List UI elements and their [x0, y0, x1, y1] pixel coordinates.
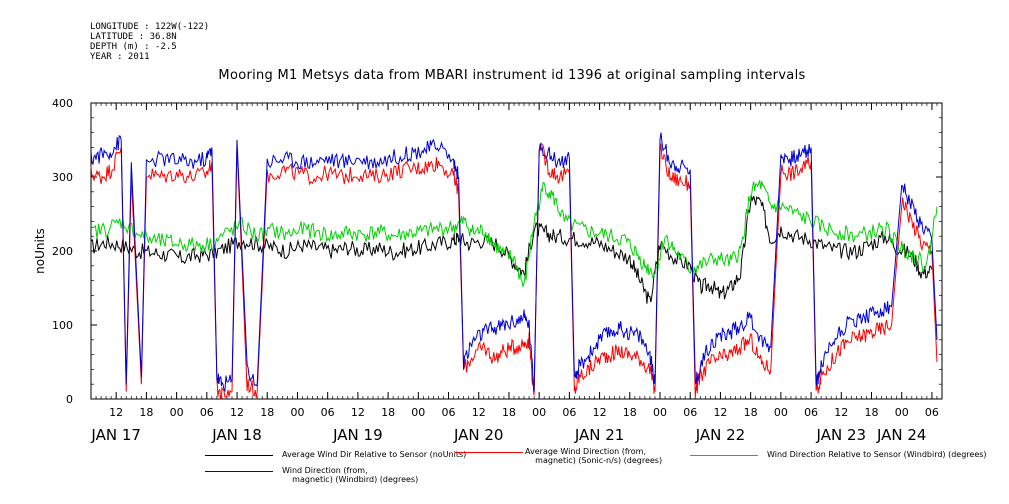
depth-text: DEPTH (m) : -2.5	[90, 42, 177, 52]
x-tick-label: 00	[774, 406, 788, 419]
x-tick-label: 00	[653, 406, 667, 419]
x-tick-label: 12	[109, 406, 123, 419]
y-tick-label: 100	[52, 319, 73, 332]
x-day-label: JAN 23	[816, 426, 867, 444]
x-tick-label: 18	[623, 406, 637, 419]
series-line-2	[90, 180, 938, 287]
x-day-label: JAN 20	[453, 426, 504, 444]
x-tick-label: 00	[532, 406, 546, 419]
x-tick-label: 12	[593, 406, 607, 419]
year-text: YEAR : 2011	[90, 52, 150, 62]
x-day-label: JAN 24	[876, 426, 927, 444]
x-tick-label: 00	[290, 406, 304, 419]
x-tick-label: 18	[502, 406, 516, 419]
legend-swatch-3	[205, 471, 273, 472]
legend-label-3: Wind Direction (from, magnetic) (Windbir…	[282, 466, 419, 484]
y-tick-label: 400	[52, 97, 73, 110]
x-day-label: JAN 17	[90, 426, 141, 444]
x-tick-label: 06	[200, 406, 214, 419]
y-tick-label: 0	[66, 393, 73, 406]
x-tick-label: 00	[411, 406, 425, 419]
x-tick-label: 18	[744, 406, 758, 419]
x-tick-label: 12	[230, 406, 244, 419]
y-tick-label: 300	[52, 171, 73, 184]
series-line-3	[90, 132, 938, 393]
series-line-0	[90, 195, 933, 304]
x-tick-label: 18	[260, 406, 274, 419]
x-tick-label: 06	[442, 406, 456, 419]
x-day-label: JAN 22	[695, 426, 746, 444]
metadata-block: LONGITUDE : 122W(-122) LATITUDE : 36.8N …	[90, 22, 209, 62]
legend-label-2: Wind Direction Relative to Sensor (Windb…	[767, 450, 987, 459]
x-tick-label: 12	[713, 406, 727, 419]
legend-swatch-0	[205, 455, 273, 456]
x-tick-label: 06	[683, 406, 697, 419]
x-tick-label: 18	[865, 406, 879, 419]
y-tick-label: 200	[52, 245, 73, 258]
y-axis-label: noUnits	[33, 228, 47, 274]
x-tick-label: 06	[321, 406, 335, 419]
x-tick-label: 00	[895, 406, 909, 419]
latitude-text: LATITUDE : 36.8N	[90, 32, 177, 42]
x-tick-label: 18	[381, 406, 395, 419]
x-tick-label: 12	[351, 406, 365, 419]
x-tick-label: 18	[139, 406, 153, 419]
x-tick-label: 06	[562, 406, 576, 419]
legend-label-0: Average Wind Dir Relative to Sensor (noU…	[282, 450, 467, 459]
longitude-text: LONGITUDE : 122W(-122)	[90, 22, 210, 32]
legend-swatch-2	[690, 455, 758, 456]
x-tick-label: 12	[834, 406, 848, 419]
x-tick-label: 06	[804, 406, 818, 419]
plot-frame	[90, 102, 943, 400]
series-line-1	[90, 142, 938, 399]
x-tick-label: 12	[472, 406, 486, 419]
x-tick-label: 00	[170, 406, 184, 419]
legend-label-1: Average Wind Direction (from, magnetic) …	[525, 447, 663, 465]
chart-title: Mooring M1 Metsys data from MBARI instru…	[218, 68, 806, 83]
x-day-label: JAN 21	[574, 426, 625, 444]
x-tick-label: 06	[925, 406, 939, 419]
x-day-label: JAN 19	[332, 426, 383, 444]
x-day-label: JAN 18	[211, 426, 262, 444]
legend-swatch-1	[455, 452, 523, 453]
